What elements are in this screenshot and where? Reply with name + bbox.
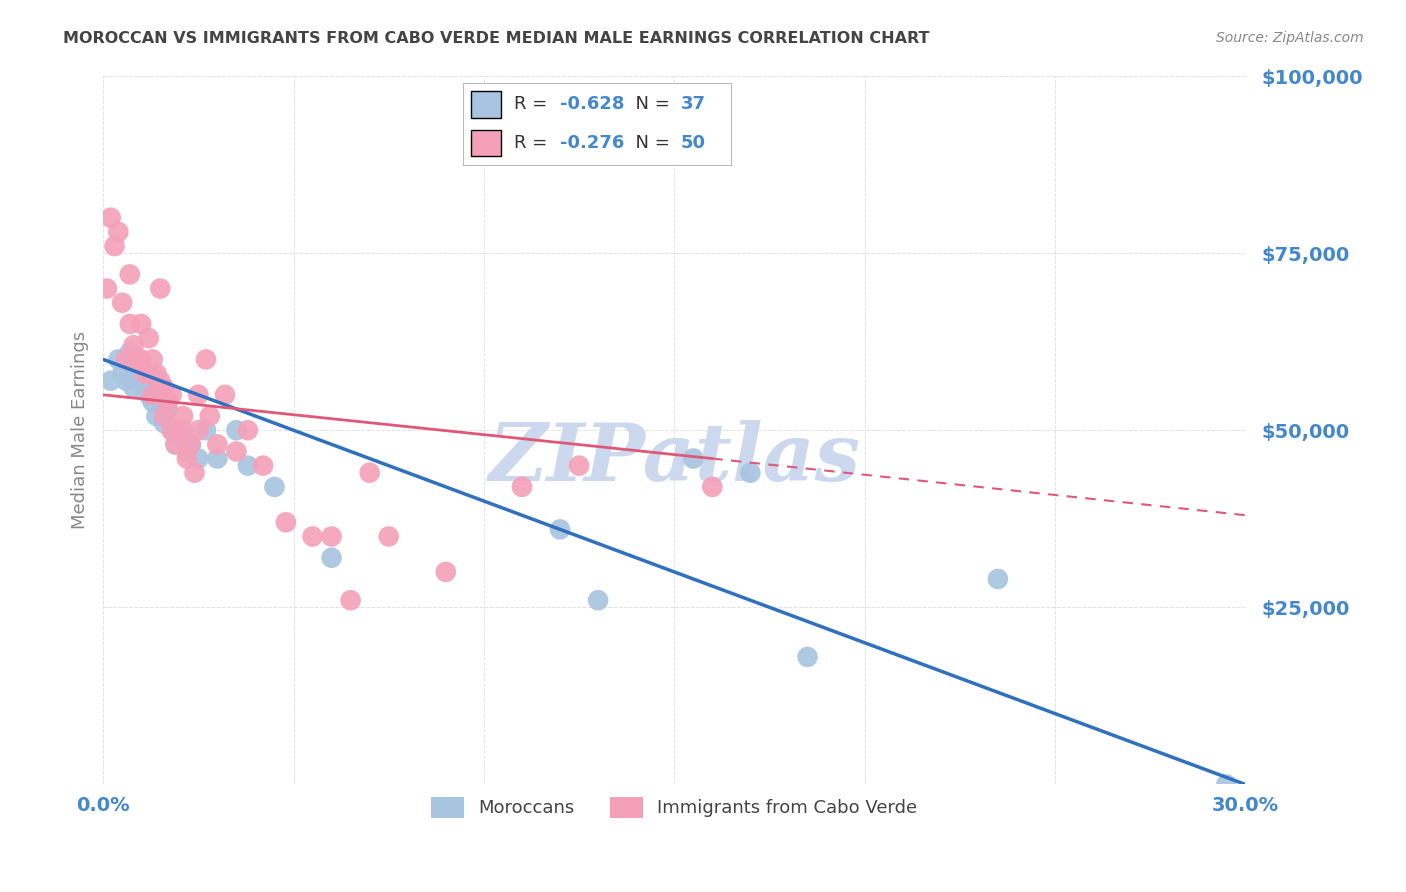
- Point: [156, 395, 179, 409]
- Point: [1215, 777, 1237, 791]
- Point: [987, 572, 1010, 586]
- Text: Source: ZipAtlas.com: Source: ZipAtlas.com: [1216, 31, 1364, 45]
- Point: [142, 374, 165, 388]
- Point: [207, 437, 229, 451]
- Point: [115, 374, 138, 388]
- Point: [301, 529, 323, 543]
- Point: [138, 367, 160, 381]
- Point: [172, 423, 194, 437]
- Point: [107, 352, 129, 367]
- Point: [187, 423, 209, 437]
- Text: ZIPatlas: ZIPatlas: [488, 420, 860, 498]
- Legend: Moroccans, Immigrants from Cabo Verde: Moroccans, Immigrants from Cabo Verde: [423, 789, 925, 825]
- Point: [225, 444, 247, 458]
- Point: [194, 423, 217, 437]
- Point: [129, 352, 152, 367]
- Point: [180, 437, 202, 451]
- Point: [129, 359, 152, 374]
- Point: [145, 367, 167, 381]
- Point: [194, 352, 217, 367]
- Point: [100, 374, 122, 388]
- Point: [118, 345, 141, 359]
- Point: [740, 466, 762, 480]
- Point: [127, 352, 149, 367]
- Point: [134, 381, 156, 395]
- Point: [153, 381, 176, 395]
- Point: [96, 281, 118, 295]
- Point: [115, 352, 138, 367]
- Y-axis label: Median Male Earnings: Median Male Earnings: [72, 331, 89, 529]
- Point: [138, 388, 160, 402]
- Point: [153, 416, 176, 430]
- Point: [682, 451, 704, 466]
- Point: [107, 225, 129, 239]
- Point: [153, 409, 176, 423]
- Point: [568, 458, 591, 473]
- Point: [377, 529, 399, 543]
- Point: [236, 423, 259, 437]
- Point: [321, 529, 343, 543]
- Point: [796, 649, 818, 664]
- Point: [111, 295, 134, 310]
- Text: MOROCCAN VS IMMIGRANTS FROM CABO VERDE MEDIAN MALE EARNINGS CORRELATION CHART: MOROCCAN VS IMMIGRANTS FROM CABO VERDE M…: [63, 31, 929, 46]
- Point: [176, 444, 198, 458]
- Point: [122, 381, 145, 395]
- Point: [263, 480, 285, 494]
- Point: [160, 388, 183, 402]
- Point: [103, 239, 125, 253]
- Point: [118, 268, 141, 282]
- Point: [160, 423, 183, 437]
- Point: [145, 409, 167, 423]
- Point: [149, 374, 172, 388]
- Point: [122, 338, 145, 352]
- Point: [274, 516, 297, 530]
- Point: [207, 451, 229, 466]
- Point: [122, 367, 145, 381]
- Point: [180, 437, 202, 451]
- Point: [172, 409, 194, 423]
- Point: [586, 593, 609, 607]
- Point: [160, 423, 183, 437]
- Point: [359, 466, 381, 480]
- Point: [165, 437, 187, 451]
- Point: [252, 458, 274, 473]
- Point: [225, 423, 247, 437]
- Point: [142, 388, 165, 402]
- Point: [702, 480, 724, 494]
- Point: [149, 281, 172, 295]
- Point: [187, 388, 209, 402]
- Point: [149, 388, 172, 402]
- Point: [156, 401, 179, 416]
- Point: [183, 466, 205, 480]
- Point: [118, 317, 141, 331]
- Point: [187, 451, 209, 466]
- Point: [134, 367, 156, 381]
- Point: [321, 550, 343, 565]
- Point: [142, 395, 165, 409]
- Point: [169, 430, 191, 444]
- Point: [198, 409, 221, 423]
- Point: [236, 458, 259, 473]
- Point: [169, 423, 191, 437]
- Point: [434, 565, 457, 579]
- Point: [127, 352, 149, 367]
- Point: [339, 593, 361, 607]
- Point: [142, 352, 165, 367]
- Point: [176, 451, 198, 466]
- Point: [214, 388, 236, 402]
- Point: [165, 437, 187, 451]
- Point: [100, 211, 122, 225]
- Point: [129, 317, 152, 331]
- Point: [510, 480, 533, 494]
- Point: [111, 367, 134, 381]
- Point: [548, 522, 571, 536]
- Point: [138, 331, 160, 345]
